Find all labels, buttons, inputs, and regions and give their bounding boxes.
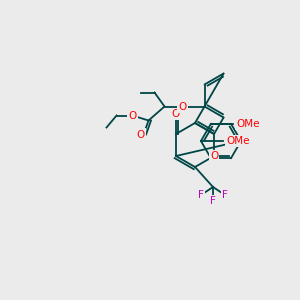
Text: OMe: OMe — [226, 136, 249, 146]
Text: O: O — [172, 109, 180, 119]
Text: O: O — [210, 151, 218, 161]
Text: O: O — [178, 101, 187, 112]
Text: O: O — [128, 110, 137, 121]
Text: O: O — [136, 130, 145, 140]
Text: OMe: OMe — [236, 119, 260, 129]
Text: F: F — [210, 196, 216, 206]
Text: F: F — [222, 190, 228, 200]
Text: F: F — [198, 190, 204, 200]
